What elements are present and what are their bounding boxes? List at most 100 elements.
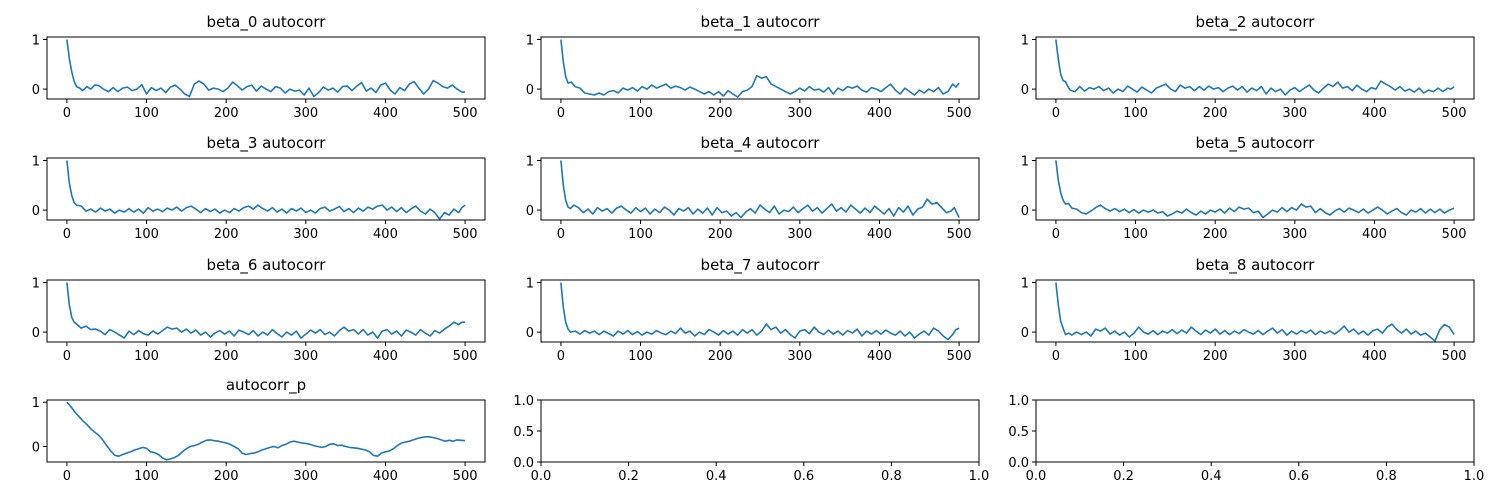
subplot-title: beta_7 autocorr (701, 256, 821, 275)
y-tick-label: 0 (32, 326, 40, 341)
y-tick-label: 1 (526, 276, 534, 291)
x-tick-label: 300 (1282, 106, 1307, 121)
x-tick-label: 300 (1282, 227, 1307, 242)
x-tick-label: 300 (293, 227, 318, 242)
x-tick-label: 0.2 (618, 469, 639, 484)
axes-frame (46, 279, 486, 343)
x-tick-label: 100 (628, 106, 653, 121)
axes-frame (1035, 399, 1475, 463)
x-tick-label: 0.4 (1201, 469, 1222, 484)
subplot-title: autocorr_p (226, 376, 306, 395)
x-tick-label: 100 (134, 227, 159, 242)
x-tick-label: 0 (63, 349, 71, 364)
x-tick-label: 0 (1052, 106, 1060, 121)
subplot-3: beta_2 autocorr 0 100 200 300 400 500 0 1 (1021, 13, 1475, 121)
subplot-title: beta_1 autocorr (701, 13, 821, 32)
x-tick-label: 500 (453, 227, 478, 242)
x-tick-label: 500 (947, 349, 972, 364)
x-tick-label: 500 (453, 106, 478, 121)
subplot-title: beta_3 autocorr (207, 134, 327, 153)
subplot-title: beta_6 autocorr (207, 256, 327, 275)
subplot-1: beta_0 autocorr 0 100 200 300 400 500 0 1 (32, 13, 486, 121)
y-tick-label: 0 (1021, 83, 1029, 98)
x-tick-label: 300 (293, 469, 318, 484)
x-tick-label: 0 (557, 106, 565, 121)
autocorr-series-line (66, 282, 466, 339)
y-tick-label: 1 (526, 33, 534, 48)
subplot-title: beta_4 autocorr (701, 134, 821, 153)
y-tick-label: 0 (32, 83, 40, 98)
x-tick-label: 200 (1203, 349, 1228, 364)
x-tick-label: 0.8 (1376, 469, 1397, 484)
x-tick-label: 0 (557, 227, 565, 242)
autocorr-series-line (66, 401, 466, 461)
y-tick-label: 1 (32, 33, 40, 48)
x-tick-label: 100 (134, 349, 159, 364)
autocorr-series-line (66, 160, 466, 220)
y-tick-label: 0.5 (1008, 425, 1029, 440)
x-tick-label: 300 (787, 349, 812, 364)
x-tick-label: 300 (293, 349, 318, 364)
y-tick-label: 1 (1021, 276, 1029, 291)
axes-frame (540, 157, 980, 221)
autocorr-series-line (560, 282, 960, 341)
autocorr-series-line (560, 39, 960, 98)
x-tick-label: 200 (214, 469, 239, 484)
x-tick-label: 1.0 (969, 469, 990, 484)
x-tick-label: 0 (63, 227, 71, 242)
x-tick-label: 0.4 (706, 469, 727, 484)
x-tick-label: 0.0 (1026, 469, 1047, 484)
x-tick-label: 200 (214, 227, 239, 242)
x-tick-label: 0 (1052, 349, 1060, 364)
x-tick-label: 400 (1362, 227, 1387, 242)
x-tick-label: 100 (628, 349, 653, 364)
y-tick-label: 0.5 (513, 425, 534, 440)
subplot-title: beta_0 autocorr (207, 13, 327, 32)
y-tick-label: 0 (1021, 204, 1029, 219)
x-tick-label: 500 (1442, 349, 1467, 364)
x-tick-label: 200 (1203, 227, 1228, 242)
y-tick-label: 0 (1021, 326, 1029, 341)
y-tick-label: 0 (526, 326, 534, 341)
x-tick-label: 100 (134, 469, 159, 484)
y-tick-label: 1 (526, 154, 534, 169)
subplot-9: beta_8 autocorr 0 100 200 300 400 500 0 1 (1021, 256, 1475, 364)
y-tick-label: 0 (526, 83, 534, 98)
x-tick-label: 400 (1362, 106, 1387, 121)
x-tick-label: 500 (947, 106, 972, 121)
x-tick-label: 100 (1123, 227, 1148, 242)
x-tick-label: 400 (373, 469, 398, 484)
x-tick-label: 400 (373, 349, 398, 364)
axes-frame (1035, 279, 1475, 343)
x-tick-label: 400 (1362, 349, 1387, 364)
autocorr-series-line (66, 39, 466, 98)
x-tick-label: 100 (1123, 349, 1148, 364)
axes-frame (540, 399, 980, 463)
x-tick-label: 500 (947, 227, 972, 242)
subplot-title: beta_8 autocorr (1196, 256, 1316, 275)
x-tick-label: 400 (867, 349, 892, 364)
x-tick-label: 500 (453, 469, 478, 484)
subplot-12: 0.0 0.2 0.4 0.6 0.8 1.0 0.0 0.5 1.0 (1008, 394, 1484, 484)
x-tick-label: 100 (134, 106, 159, 121)
y-tick-label: 0.0 (513, 456, 534, 471)
autocorr-series-line (1055, 39, 1455, 96)
y-tick-label: 0 (32, 204, 40, 219)
y-tick-label: 1 (32, 154, 40, 169)
autocorr-series-line (560, 160, 960, 219)
x-tick-label: 1.0 (1464, 469, 1485, 484)
subplot-10: autocorr_p 0 100 200 300 400 500 0 1 (32, 376, 486, 484)
x-tick-label: 0.6 (793, 469, 814, 484)
y-tick-label: 1.0 (1008, 394, 1029, 409)
subplot-4: beta_3 autocorr 0 100 200 300 400 500 0 1 (32, 134, 486, 242)
x-tick-label: 500 (1442, 227, 1467, 242)
y-tick-label: 1 (1021, 154, 1029, 169)
y-tick-label: 1 (32, 276, 40, 291)
x-tick-label: 200 (708, 106, 733, 121)
subplot-title: beta_5 autocorr (1196, 134, 1316, 153)
x-tick-label: 200 (1203, 106, 1228, 121)
y-tick-label: 0 (526, 204, 534, 219)
y-tick-label: 1 (32, 396, 40, 411)
y-tick-label: 0 (32, 441, 40, 456)
